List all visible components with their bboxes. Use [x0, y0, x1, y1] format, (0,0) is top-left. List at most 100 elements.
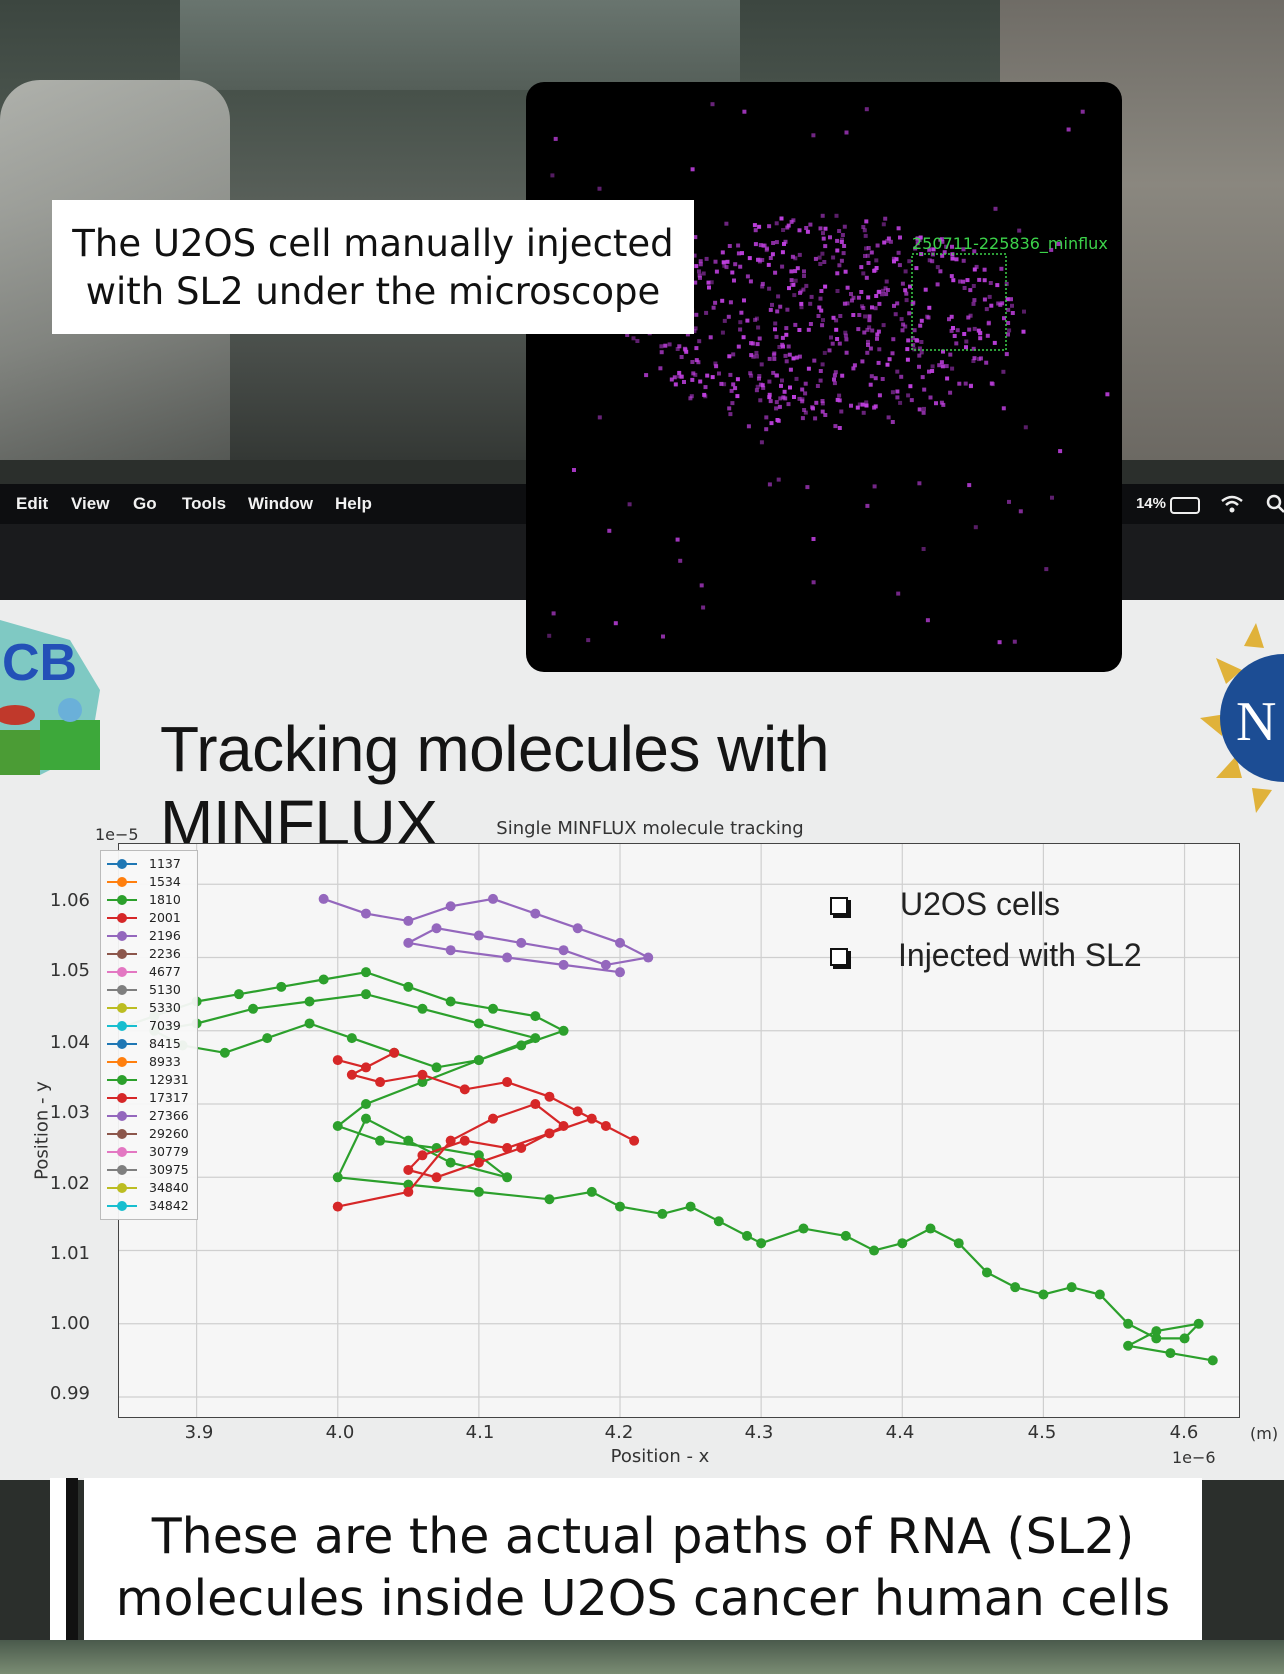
fluorescence-spot	[771, 241, 776, 245]
fluorescence-spot	[820, 409, 825, 414]
legend-entry: 7039	[105, 1017, 195, 1035]
legend-marker	[117, 1201, 127, 1211]
menu-tools[interactable]: Tools	[182, 494, 227, 513]
fluorescence-spot	[841, 251, 846, 256]
fluorescence-spot	[961, 279, 966, 284]
fluorescence-spot	[774, 406, 779, 411]
menu-window[interactable]: Window	[248, 494, 313, 513]
fluorescence-spot	[914, 266, 919, 271]
fluorescence-spot	[820, 323, 825, 328]
legend-entry: 5130	[105, 981, 195, 999]
fluorescence-spot	[759, 440, 764, 445]
fluorescence-spot	[1005, 297, 1010, 302]
fluorescence-spot	[861, 271, 866, 276]
fluorescence-spot	[735, 394, 740, 399]
legend-label: 4677	[149, 964, 181, 979]
fluorescence-spot	[713, 300, 718, 305]
fluorescence-spot	[711, 305, 716, 310]
legend-entry: 30779	[105, 1143, 195, 1161]
fluorescence-spot	[736, 344, 741, 349]
fluorescence-spot	[861, 306, 866, 310]
fluorescence-spot	[802, 408, 807, 412]
fluorescence-spot	[803, 391, 808, 396]
fluorescence-spot	[774, 240, 779, 245]
legend-entry: 27366	[105, 1107, 195, 1125]
fluorescence-spot	[812, 358, 817, 363]
y-tick-label: 1.01	[49, 1243, 90, 1264]
fluorescence-spot	[722, 318, 727, 323]
fluorescence-spot	[780, 264, 785, 269]
fluorescence-spot	[1022, 309, 1026, 314]
fluorescence-spot	[821, 318, 825, 323]
fluorescence-spot	[986, 321, 991, 326]
trajectory-point	[473, 930, 484, 941]
trajectory-line-27366	[323, 897, 652, 974]
trajectory-point	[431, 923, 442, 934]
fluorescence-spot	[707, 285, 711, 290]
search-icon[interactable]	[1266, 494, 1284, 514]
fluorescence-spot	[899, 317, 904, 322]
trajectory-point	[1123, 1318, 1134, 1329]
fluorescence-spot	[917, 481, 922, 486]
fluorescence-spot	[859, 265, 864, 270]
menu-go[interactable]: Go	[133, 494, 157, 513]
fluorescence-spot	[862, 228, 867, 233]
roi-box[interactable]	[911, 253, 1007, 351]
fluorescence-spot	[977, 277, 982, 282]
fluorescence-spot	[891, 256, 896, 261]
battery-icon[interactable]	[1170, 497, 1200, 514]
trajectory-point	[530, 1011, 541, 1022]
wifi-icon[interactable]	[1220, 494, 1244, 514]
fluorescence-spot	[784, 332, 789, 337]
fluorescence-spot	[806, 327, 811, 332]
legend-marker	[117, 1147, 127, 1157]
fluorescence-spot	[775, 373, 779, 378]
legend-marker	[117, 931, 127, 941]
fluorescence-spot	[736, 243, 741, 248]
menu-help[interactable]: Help	[335, 494, 372, 513]
fluorescence-spot	[748, 279, 753, 284]
trajectory-point	[473, 1150, 484, 1161]
fluorescence-spot	[720, 330, 725, 335]
fluorescence-spot	[859, 290, 864, 294]
fluorescence-spot	[757, 257, 762, 262]
fluorescence-spot	[912, 328, 917, 333]
fluorescence-spot	[727, 406, 732, 411]
fluorescence-spot	[921, 547, 926, 551]
fluorescence-spot	[867, 314, 872, 319]
legend-label: 12931	[149, 1072, 189, 1087]
fluorescence-spot	[811, 580, 816, 585]
fluorescence-spot	[965, 278, 970, 283]
fluorescence-spot	[951, 326, 955, 330]
fluorescence-spot	[724, 265, 729, 270]
fluorescence-spot	[675, 347, 680, 351]
fluorescence-spot	[701, 605, 706, 610]
fluorescence-spot	[742, 109, 747, 114]
menu-view[interactable]: View	[71, 494, 110, 513]
fluorescence-spot	[818, 369, 823, 373]
legend-label: 2236	[149, 946, 181, 961]
fluorescence-spot	[919, 340, 924, 344]
fluorescence-spot	[753, 228, 758, 233]
trajectory-line-12931	[119, 971, 1213, 1362]
fluorescence-spot	[704, 256, 709, 261]
fluorescence-spot	[800, 399, 805, 404]
fluorescence-spot	[777, 345, 782, 349]
fluorescence-spot	[950, 366, 955, 371]
fluorescence-spot	[899, 374, 904, 379]
fluorescence-spot	[903, 288, 908, 293]
trajectory-point	[530, 1033, 541, 1044]
legend-entry: 8415	[105, 1035, 195, 1053]
fluorescence-spot	[882, 240, 887, 245]
fluorescence-spot	[920, 375, 925, 380]
fluorescence-spot	[757, 374, 762, 378]
trajectory-point	[544, 1128, 555, 1139]
fluorescence-spot	[863, 314, 868, 319]
menu-edit[interactable]: Edit	[16, 494, 49, 513]
fluorescence-spot	[749, 353, 754, 358]
trajectory-point	[586, 1113, 597, 1124]
legend-marker	[117, 1183, 127, 1193]
roi-label: 250711-225836_minflux	[912, 234, 1108, 253]
fluorescence-spot	[987, 294, 992, 299]
fluorescence-spot	[808, 301, 813, 306]
